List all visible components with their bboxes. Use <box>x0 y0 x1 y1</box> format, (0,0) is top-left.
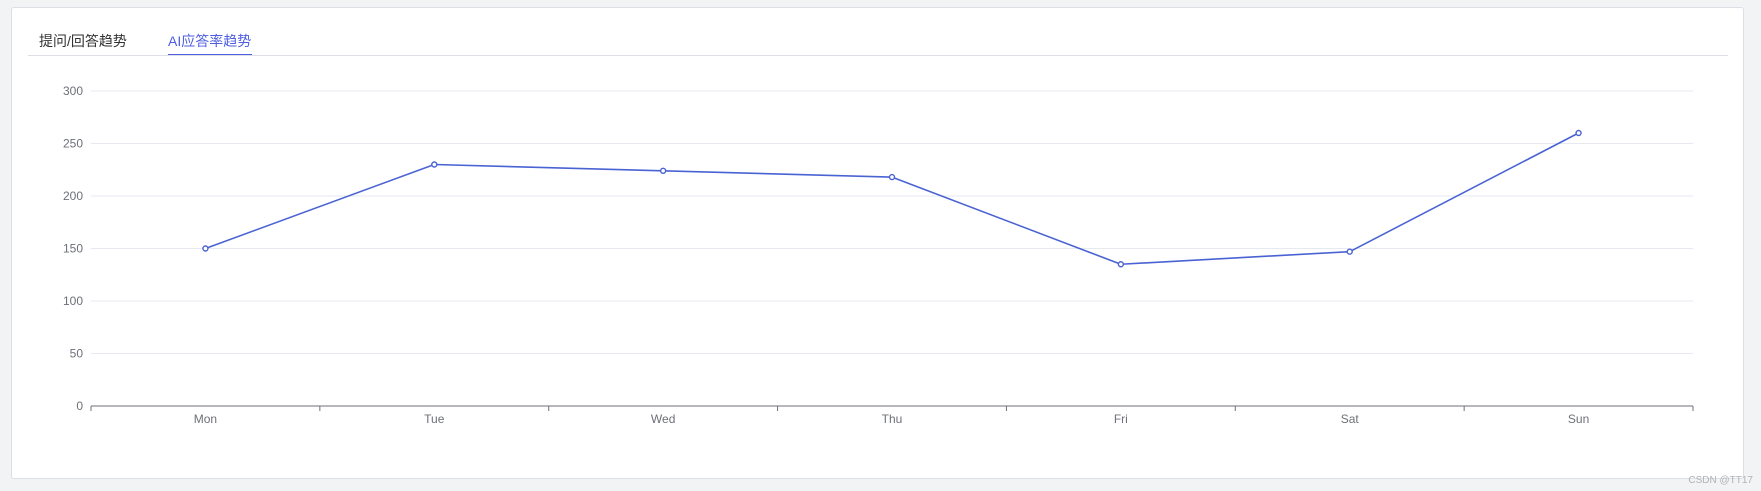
y-tick-label: 100 <box>63 294 83 308</box>
tab-bar: 提问/回答趋势 AI应答率趋势 <box>28 26 1728 56</box>
x-tick-label: Sun <box>1568 412 1589 426</box>
data-point <box>888 173 896 181</box>
x-tick-label: Tue <box>424 412 445 426</box>
data-point <box>659 167 667 175</box>
data-point <box>431 161 438 168</box>
y-tick-label: 200 <box>63 189 83 203</box>
watermark: CSDN @TT17 <box>1688 475 1753 486</box>
y-tick-label: 50 <box>70 347 84 361</box>
data-point <box>202 245 209 252</box>
y-tick-label: 300 <box>63 84 83 98</box>
tab-ai-response-rate-trend[interactable]: AI应答率趋势 <box>168 33 252 49</box>
x-tick-label: Mon <box>194 412 217 426</box>
x-tick-label: Wed <box>651 412 675 426</box>
data-point <box>1575 129 1582 137</box>
tab-qa-trend[interactable]: 提问/回答趋势 <box>39 33 127 49</box>
y-tick-label: 150 <box>63 242 83 256</box>
x-tick-label: Fri <box>1114 412 1128 426</box>
series-line <box>205 132 1579 266</box>
y-tick-label: 250 <box>63 137 83 151</box>
y-tick-label: 0 <box>76 399 83 413</box>
x-tick-label: Sat <box>1341 412 1360 426</box>
data-point <box>1346 248 1353 255</box>
data-point <box>1117 261 1125 268</box>
tab-bar-divider <box>28 55 1728 56</box>
chart-card: 提问/回答趋势 AI应答率趋势 <box>11 7 1744 479</box>
x-tick-label: Thu <box>882 412 903 426</box>
